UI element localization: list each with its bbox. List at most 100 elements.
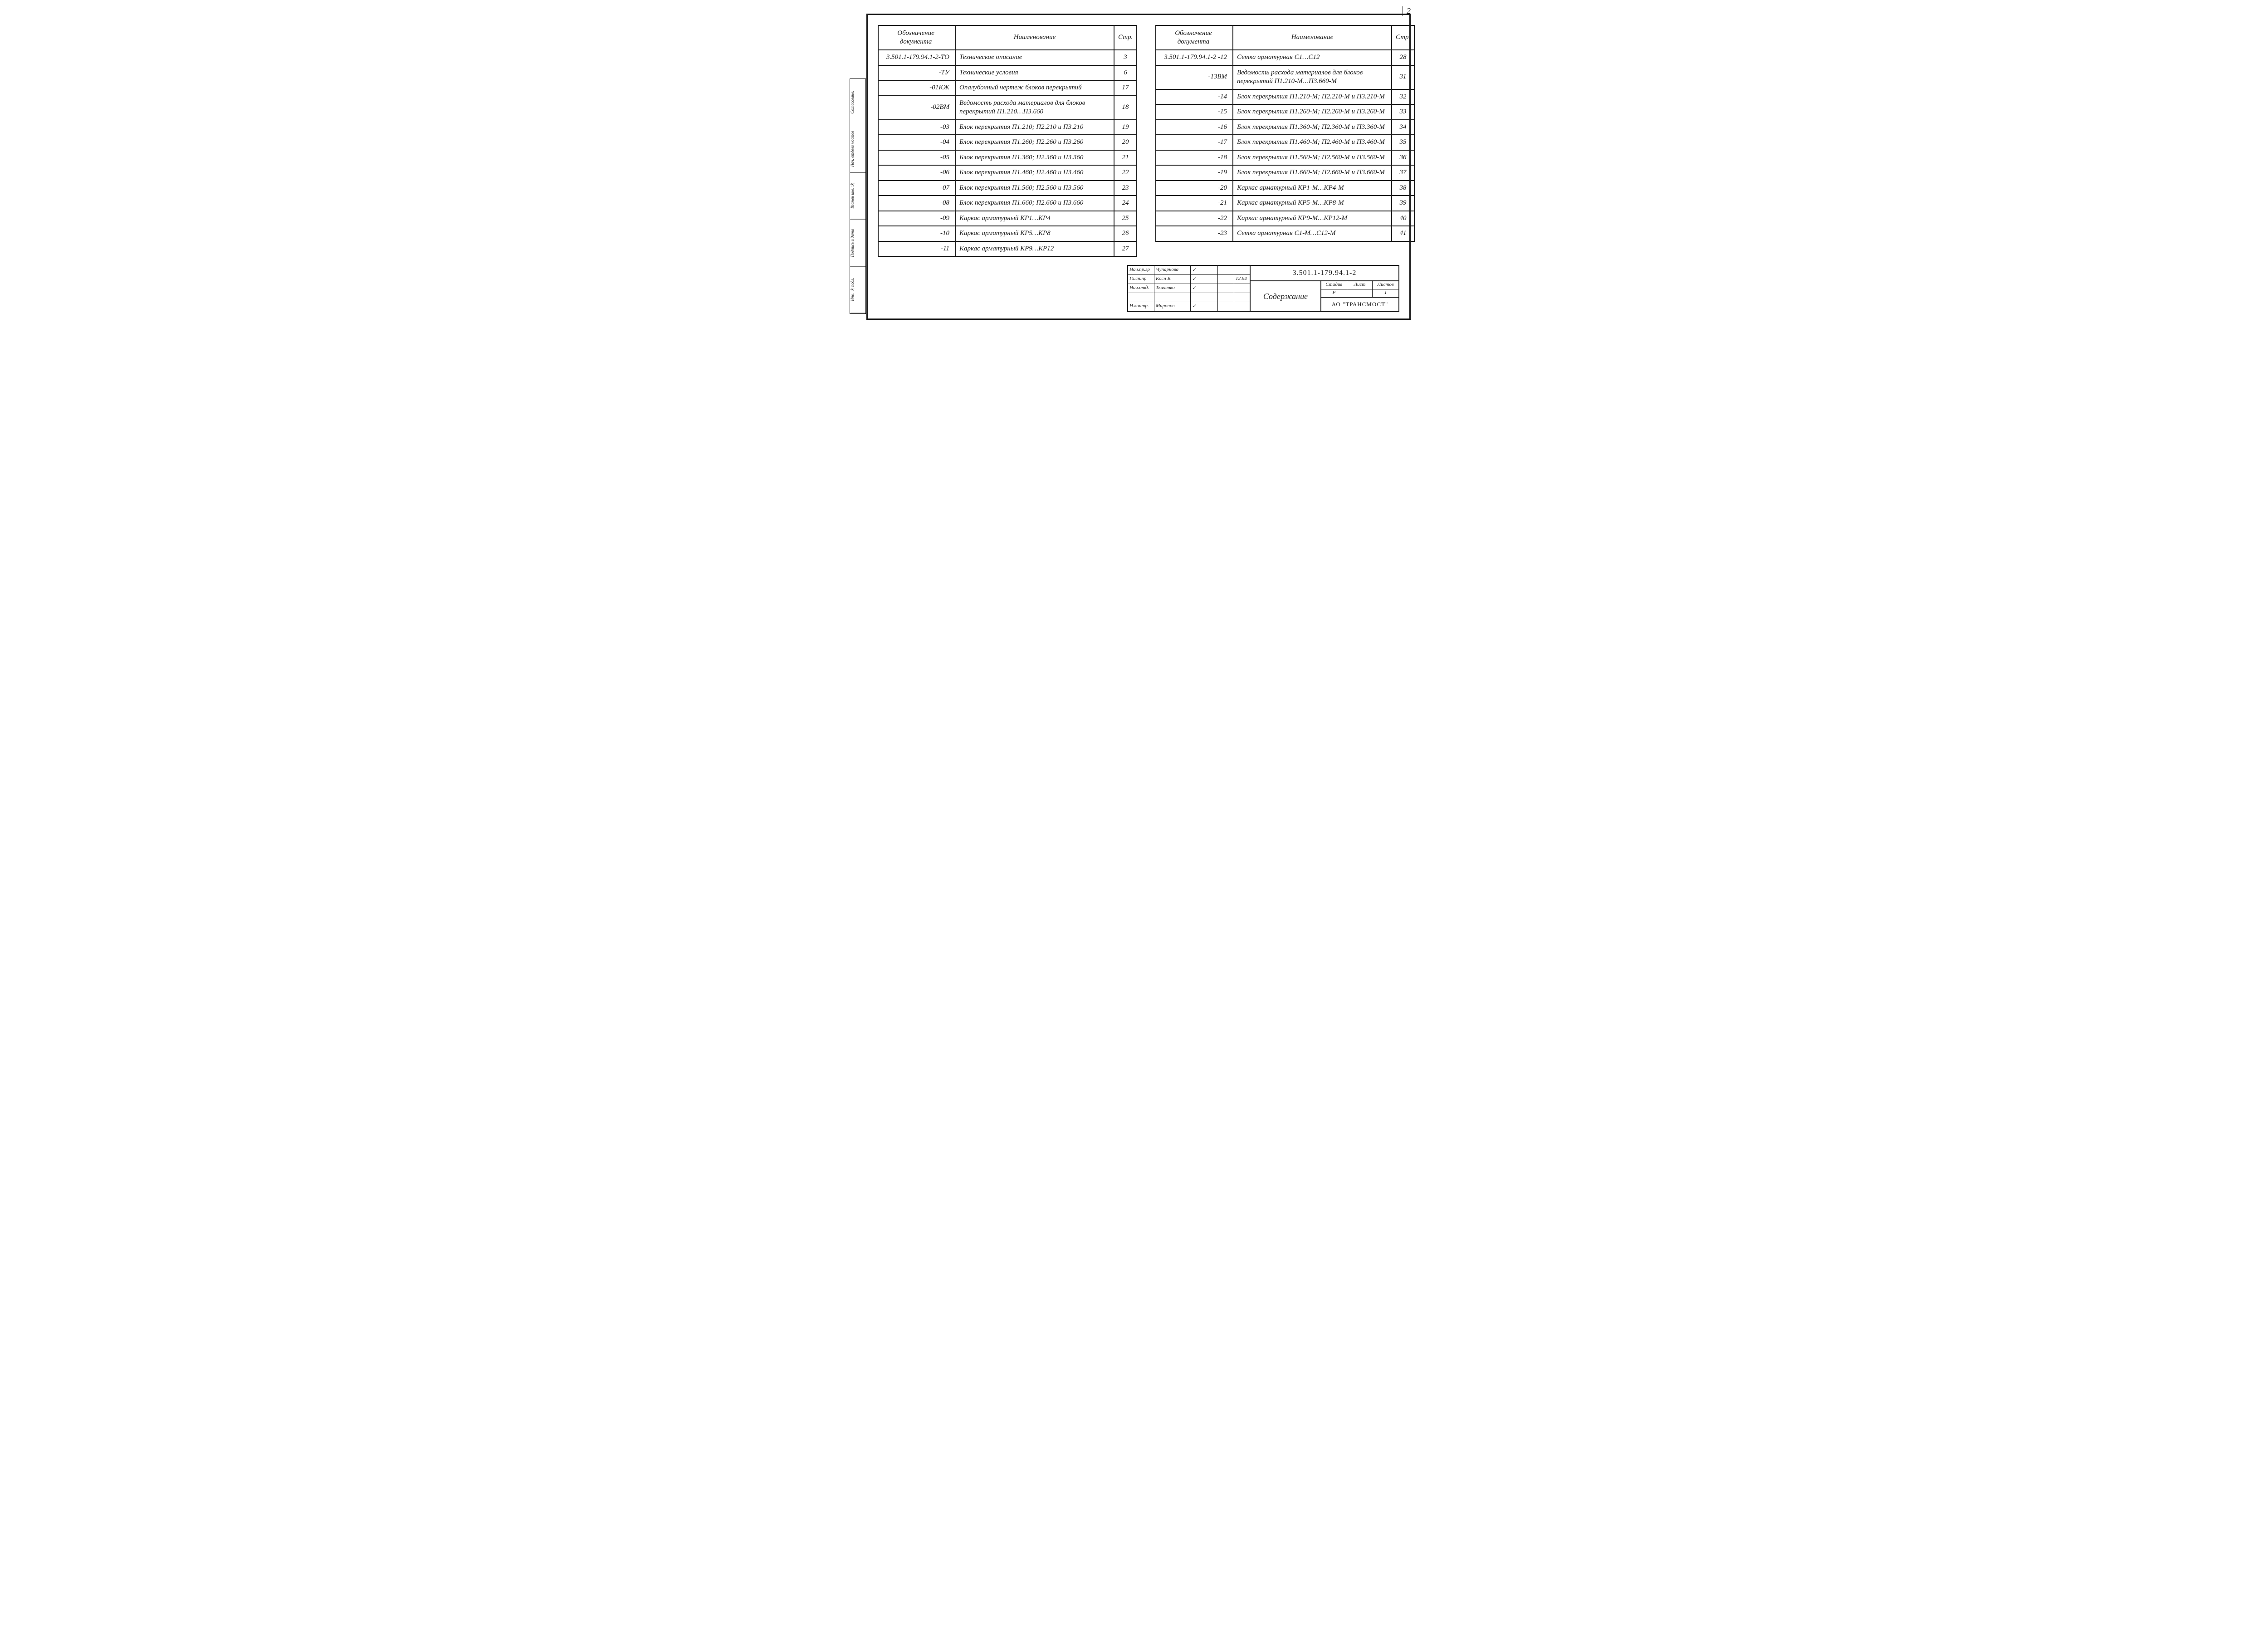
cell-page: 37 — [1392, 165, 1414, 181]
sign-cell-date — [1234, 293, 1251, 302]
title-block-signatures: Нач.пр.грЧупарнова✓Гл.сп.прКосн В.✓12.94… — [1128, 266, 1251, 311]
sign-cell-role: Нач.пр.гр — [1128, 266, 1154, 275]
margin-cell: Согласовано: — [850, 79, 865, 126]
cell-doc: -01КЖ — [878, 80, 955, 96]
cell-page: 33 — [1392, 104, 1414, 120]
meta-header-sheet: Лист — [1347, 281, 1373, 289]
table-row: -16Блок перекрытия П1.360-М; П2.360-М и … — [1156, 120, 1414, 135]
table-row: -20Каркас арматурный КР1-М…КР4-М38 — [1156, 181, 1414, 196]
cell-name: Сетка арматурная С1-М…С12-М — [1233, 226, 1392, 241]
cell-page: 25 — [1114, 211, 1137, 226]
cell-doc: -15 — [1156, 104, 1233, 120]
table-row: -04Блок перекрытия П1.260; П2.260 и П3.2… — [878, 135, 1137, 150]
cell-page: 27 — [1114, 241, 1137, 257]
cell-page: 38 — [1392, 181, 1414, 196]
table-row: -01КЖОпалубочный чертеж блоков перекрыти… — [878, 80, 1137, 96]
right-table-body: 3.501.1-179.94.1-2 -12Сетка арматурная С… — [1156, 50, 1414, 241]
sign-cell-name — [1154, 293, 1191, 302]
cell-doc: -06 — [878, 165, 955, 181]
cell-doc: -16 — [1156, 120, 1233, 135]
cell-page: 23 — [1114, 181, 1137, 196]
sign-cell-sign: ✓ — [1191, 302, 1218, 311]
title-block: Нач.пр.грЧупарнова✓Гл.сп.прКосн В.✓12.94… — [1127, 265, 1399, 312]
col-header-page: Стр. — [1114, 25, 1137, 50]
table-row: -07Блок перекрытия П1.560; П2.560 и П3.5… — [878, 181, 1137, 196]
cell-name: Технические условия — [955, 65, 1114, 81]
title-block-meta: Стадия Лист Листов Р 1 АО "ТРАНСМОСТ" — [1321, 281, 1398, 311]
cell-page: 40 — [1392, 211, 1414, 226]
cell-page: 41 — [1392, 226, 1414, 241]
cell-page: 31 — [1392, 65, 1414, 89]
cell-name: Каркас арматурный КР5…КР8 — [955, 226, 1114, 241]
cell-doc: -02ВМ — [878, 96, 955, 120]
cell-doc: -10 — [878, 226, 955, 241]
tables-container: Обозначение документа Наименование Стр. … — [878, 25, 1399, 257]
table-row: -02ВМВедомость расхода материалов для бл… — [878, 96, 1137, 120]
sign-cell-role: Нач.отд. — [1128, 284, 1154, 293]
cell-doc: -14 — [1156, 89, 1233, 105]
sign-cell-sign2 — [1218, 284, 1234, 293]
cell-name: Каркас арматурный КР1…КР4 — [955, 211, 1114, 226]
table-row: -05Блок перекрытия П1.360; П2.360 и П3.3… — [878, 150, 1137, 166]
cell-doc: -03 — [878, 120, 955, 135]
sign-cell-sign: ✓ — [1191, 266, 1218, 275]
table-row: -09Каркас арматурный КР1…КР425 — [878, 211, 1137, 226]
cell-name: Каркас арматурный КР5-М…КР8-М — [1233, 196, 1392, 211]
meta-header-stage: Стадия — [1321, 281, 1347, 289]
cell-page: 35 — [1392, 135, 1414, 150]
cell-page: 19 — [1114, 120, 1137, 135]
drawing-sheet: 2 Согласовано: Нач. отдела мостов Взамен… — [848, 5, 1420, 329]
cell-name: Блок перекрытия П1.210; П2.210 и П3.210 — [955, 120, 1114, 135]
cell-page: 22 — [1114, 165, 1137, 181]
title-block-doc-number: 3.501.1-179.94.1-2 — [1251, 266, 1398, 281]
cell-name: Блок перекрытия П1.260-М; П2.260-М и П3.… — [1233, 104, 1392, 120]
sign-cell-date — [1234, 302, 1251, 311]
table-row: -15Блок перекрытия П1.260-М; П2.260-М и … — [1156, 104, 1414, 120]
cell-name: Блок перекрытия П1.660; П2.660 и П3.660 — [955, 196, 1114, 211]
margin-cell: Инв. № подл. — [850, 266, 865, 314]
cell-name: Блок перекрытия П1.360-М; П2.360-М и П3.… — [1233, 120, 1392, 135]
table-row: -23Сетка арматурная С1-М…С12-М41 — [1156, 226, 1414, 241]
table-row: -18Блок перекрытия П1.560-М; П2.560-М и … — [1156, 150, 1414, 166]
sign-cell-date: 12.94 — [1234, 275, 1251, 284]
title-block-organization: АО "ТРАНСМОСТ" — [1321, 298, 1398, 311]
sign-cell-role — [1128, 293, 1154, 302]
table-row: -03Блок перекрытия П1.210; П2.210 и П3.2… — [878, 120, 1137, 135]
sign-cell-sign — [1191, 293, 1218, 302]
sign-cell-sign2 — [1218, 275, 1234, 284]
sign-cell-role: Н.контр. — [1128, 302, 1154, 311]
margin-cell: Нач. отдела мостов — [850, 126, 865, 173]
contents-table-right: Обозначение документа Наименование Стр. … — [1155, 25, 1415, 242]
cell-name: Каркас арматурный КР9-М…КР12-М — [1233, 211, 1392, 226]
sign-cell-name: Чупарнова — [1154, 266, 1191, 275]
cell-doc: -05 — [878, 150, 955, 166]
col-header-doc: Обозначение документа — [1156, 25, 1233, 50]
table-row: -17Блок перекрытия П1.460-М; П2.460-М и … — [1156, 135, 1414, 150]
left-margin-stamp: Согласовано: Нач. отдела мостов Взамен и… — [850, 78, 866, 314]
table-row: -ТУТехнические условия6 — [878, 65, 1137, 81]
sign-cell-name: Косн В. — [1154, 275, 1191, 284]
outer-frame: Согласовано: Нач. отдела мостов Взамен и… — [866, 14, 1411, 320]
cell-name: Блок перекрытия П1.460; П2.460 и П3.460 — [955, 165, 1114, 181]
cell-doc: 3.501.1-179.94.1-2-ТО — [878, 50, 955, 65]
cell-page: 32 — [1392, 89, 1414, 105]
sign-cell-date — [1234, 284, 1251, 293]
cell-doc: 3.501.1-179.94.1-2 -12 — [1156, 50, 1233, 65]
sign-cell-sign2 — [1218, 293, 1234, 302]
cell-doc: -07 — [878, 181, 955, 196]
cell-page: 39 — [1392, 196, 1414, 211]
margin-cell: Подпись и дата — [850, 220, 865, 267]
cell-doc: -20 — [1156, 181, 1233, 196]
cell-doc: -ТУ — [878, 65, 955, 81]
cell-doc: -17 — [1156, 135, 1233, 150]
cell-name: Блок перекрытия П1.210-М; П2.210-М и П3.… — [1233, 89, 1392, 105]
table-row: 3.501.1-179.94.1-2-ТОТехническое описани… — [878, 50, 1137, 65]
cell-name: Блок перекрытия П1.460-М; П2.460-М и П3.… — [1233, 135, 1392, 150]
cell-name: Ведомость расхода материалов для блоков … — [955, 96, 1114, 120]
sign-cell-name: Миронов — [1154, 302, 1191, 311]
cell-page: 17 — [1114, 80, 1137, 96]
cell-name: Сетка арматурная С1…С12 — [1233, 50, 1392, 65]
cell-name: Ведомость расхода материалов для блоков … — [1233, 65, 1392, 89]
cell-name: Каркас арматурный КР9…КР12 — [955, 241, 1114, 257]
cell-name: Блок перекрытия П1.660-М; П2.660-М и П3.… — [1233, 165, 1392, 181]
